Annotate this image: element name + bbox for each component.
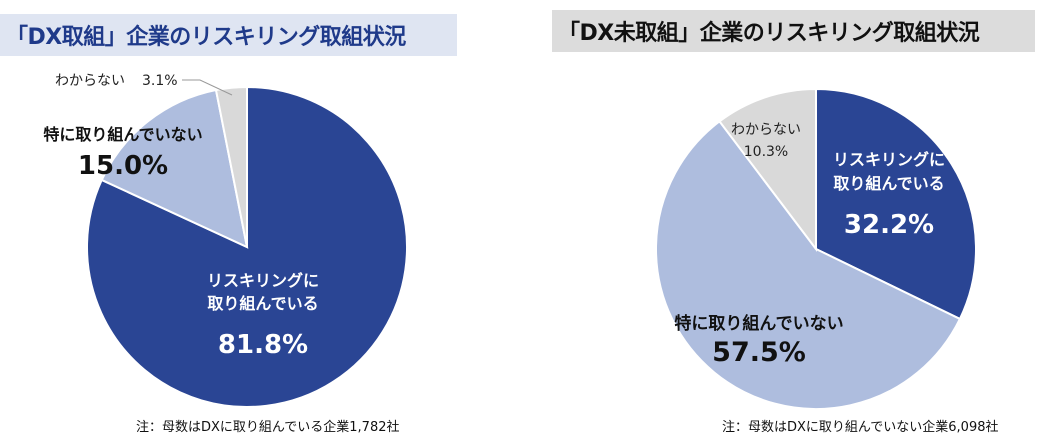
label-reskilling: リスキリングに [207,271,319,290]
value-reskilling: 32.2% [844,210,934,240]
label-reskilling: 取り組んでいる [207,294,318,313]
right-chart-title: 「DX未取組」企業のリスキリング取組状況 [552,10,1035,52]
left-chart-panel: 「DX取組」企業のリスキリング取組状況 リスキリングに 取り組んでいる 81.8% 特… [0,0,520,445]
label-unknown: わからない [731,122,801,138]
label-reskilling: リスキリングに [833,150,945,169]
slice-reskilling [815,87,977,321]
right-chart-panel: 「DX未取組」企業のリスキリング取組状況 リスキリングに 取り組んでいる 32.2%… [520,0,1043,445]
label-no-action: 特に取り組んでいない [43,125,202,144]
value-unknown: 10.3% [744,144,788,160]
slice-unknown [718,87,817,252]
label-unknown: わからない [55,73,125,89]
value-unknown: 3.1% [142,73,178,89]
value-no-action: 15.0% [78,151,168,181]
leader-line [182,79,233,96]
value-no-action: 57.5% [712,337,806,368]
left-chart-title: 「DX取組」企業のリスキリング取組状況 [0,14,457,56]
slice-no-action [654,119,962,410]
label-no-action: 特に取り組んでいない [674,313,843,334]
slice-unknown [214,85,248,248]
slice-no-action [100,88,249,249]
value-reskilling: 81.8% [218,330,308,360]
left-chart-note: 注：母数はDXに取り組んでいる企業1,782社 [136,420,400,435]
right-chart-note: 注：母数はDXに取り組んでいない企業6,098社 [722,420,999,435]
label-reskilling: 取り組んでいる [833,174,944,193]
